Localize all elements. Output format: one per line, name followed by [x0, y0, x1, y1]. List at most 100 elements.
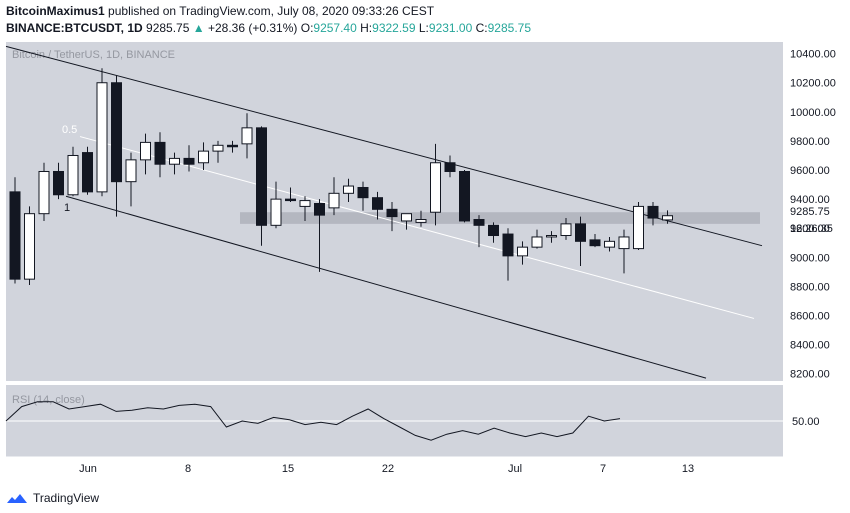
footer: TradingView	[6, 489, 99, 507]
candle-body	[415, 219, 427, 223]
channel-lower-line	[65, 195, 707, 379]
symbol-info: BINANCE:BTCUSDT, 1D 9285.75 ▲ +28.36 (+0…	[6, 20, 531, 37]
price-tick-label: 9200.00	[790, 223, 830, 235]
price-axis-labels: 10400.00 10200.00 10000.00 9800.00 9600.00 94…	[790, 49, 836, 381]
candle-body	[241, 127, 253, 145]
candle-body	[183, 157, 195, 165]
support-resistance-zone[interactable]	[240, 212, 760, 224]
open-value: 9257.40	[313, 21, 357, 35]
candle-body	[589, 239, 601, 247]
price-tick-label: 9800.00	[790, 136, 830, 148]
open-label: O:	[300, 21, 314, 35]
close-label: C:	[475, 21, 488, 35]
price-chart[interactable]: Bitcoin / TetherUS, 1D, BINANCE 0.5 1 10…	[0, 38, 850, 488]
candle-body	[314, 202, 325, 216]
fib-label-1: 1	[64, 202, 70, 214]
rsi-scale[interactable]	[783, 385, 843, 457]
candle-body	[502, 233, 514, 257]
candle-body	[633, 205, 644, 250]
chart-header: BitcoinMaximus1 published on TradingView…	[6, 3, 531, 37]
zone-band	[240, 212, 760, 224]
candle-body	[82, 152, 93, 193]
candle-body	[386, 208, 398, 218]
candle-body	[531, 236, 543, 248]
price-tick-label: 9400.00	[790, 194, 830, 206]
candle-body	[488, 224, 499, 237]
time-tick-label: 22	[382, 463, 394, 475]
high-value: 9322.59	[372, 21, 416, 35]
candle-body	[575, 223, 586, 242]
candle-body	[256, 127, 267, 226]
candle-body	[517, 246, 528, 257]
price-tick-label: 8600.00	[790, 311, 830, 323]
candle-body	[285, 198, 296, 202]
price-change: +28.36 (+0.31%)	[207, 21, 298, 35]
current-price-label: 9285.75	[790, 206, 830, 218]
candle-body	[96, 82, 108, 193]
candle-body	[111, 82, 122, 183]
time-axis-labels: Jun 8 15 22 Jul 7 13	[79, 463, 694, 475]
candle-body	[9, 191, 21, 280]
candle-body	[125, 159, 137, 183]
candle-body	[227, 144, 238, 148]
time-tick-label: 7	[600, 463, 606, 475]
candle-body	[53, 170, 64, 196]
candle-body	[401, 213, 412, 222]
candle-body	[140, 141, 151, 161]
fib-label-0-5: 0.5	[62, 124, 77, 136]
candle-body	[459, 170, 470, 222]
candle-body	[430, 162, 441, 213]
candle-body	[444, 162, 456, 172]
candle-body	[662, 215, 673, 221]
price-tick-label: 9600.00	[790, 165, 830, 177]
high-label: H:	[360, 21, 373, 35]
candle-body	[67, 154, 79, 196]
last-price: 9285.75	[146, 21, 190, 35]
rsi-line	[5, 401, 621, 441]
candle-body	[24, 213, 35, 280]
candle-body	[212, 144, 224, 152]
tradingview-logo-icon	[7, 494, 27, 503]
price-tick-label: 8400.00	[790, 340, 830, 352]
price-tick-label: 8800.00	[790, 281, 830, 293]
candle-body	[154, 141, 166, 165]
candles	[9, 68, 673, 285]
rsi-level-label: 50.00	[792, 416, 820, 428]
bar-countdown-label: 16:26:35	[790, 223, 833, 235]
candle-body	[169, 157, 180, 165]
candle-body	[473, 219, 485, 226]
candle-body	[604, 240, 615, 248]
candle-body	[328, 192, 340, 209]
publish-info: BitcoinMaximus1 published on TradingView…	[6, 3, 531, 20]
candle-body	[198, 150, 209, 164]
price-tick-label: 9000.00	[790, 252, 830, 264]
close-value: 9285.75	[487, 21, 532, 35]
candle-body	[647, 205, 659, 219]
candle-body	[270, 198, 282, 226]
rsi-label: RSI (14, close)	[12, 394, 85, 406]
symbol-name[interactable]: BINANCE:BTCUSDT, 1D	[6, 21, 143, 35]
chart-watermark: Bitcoin / TetherUS, 1D, BINANCE	[12, 49, 175, 61]
current-price-tag	[784, 204, 838, 219]
candle-body	[618, 236, 630, 250]
price-tick-label: 8200.00	[790, 369, 830, 381]
channel-midline	[79, 136, 755, 319]
publish-text: published on TradingView.com, July 08, 2…	[108, 4, 435, 18]
publisher-name[interactable]: BitcoinMaximus1	[6, 4, 105, 18]
time-tick-label: Jul	[508, 463, 522, 475]
time-tick-label: 15	[282, 463, 294, 475]
price-tick-label: 10200.00	[790, 78, 836, 90]
candle-body	[343, 185, 354, 194]
price-tick-label: 10000.00	[790, 107, 836, 119]
footer-brand[interactable]: TradingView	[33, 491, 100, 505]
candle-body	[372, 197, 383, 210]
candle-body	[38, 170, 50, 215]
fib-labels: 0.5 1	[62, 124, 77, 214]
low-value: 9231.00	[428, 21, 473, 35]
candle-body	[299, 200, 311, 207]
candle-body	[546, 235, 557, 238]
time-tick-label: Jun	[79, 463, 97, 475]
candle-body	[357, 186, 369, 199]
change-arrow-icon: ▲	[192, 21, 205, 35]
time-tick-label: 13	[682, 463, 694, 475]
